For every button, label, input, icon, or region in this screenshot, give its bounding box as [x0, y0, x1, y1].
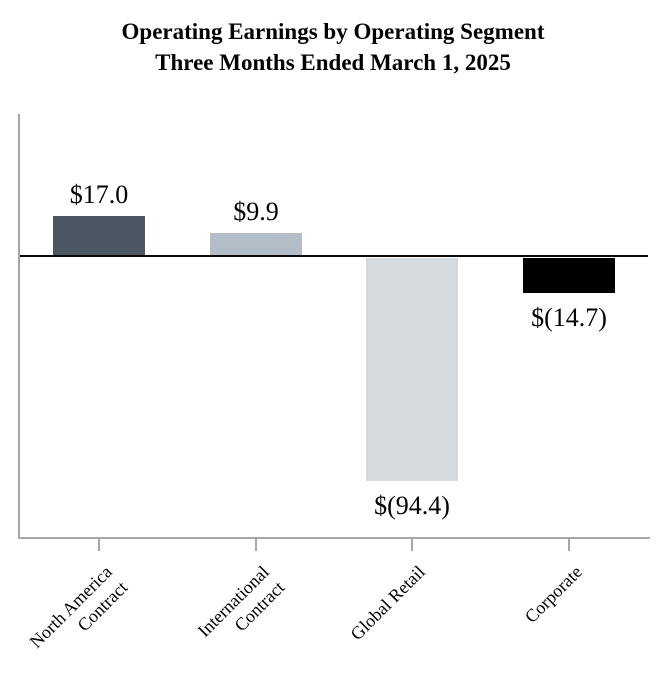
value-label-corporate: $(14.7) [531, 303, 607, 332]
category-label-corporate: Corporate [451, 561, 587, 697]
value-label-north-america-contract: $17.0 [69, 180, 129, 209]
value-label-international-contract: $9.9 [233, 197, 279, 226]
x-tick-international-contract [255, 539, 257, 551]
bar-corporate [523, 258, 615, 293]
x-tick-corporate [568, 539, 570, 551]
x-tick-north-america-contract [98, 539, 100, 551]
category-label-line: Contract [230, 577, 289, 636]
chart-title: Operating Earnings by Operating Segment [121, 19, 545, 44]
bar-global-retail [366, 258, 458, 481]
category-label-line: Global Retail [346, 561, 429, 645]
x-tick-global-retail [411, 539, 413, 551]
chart-subtitle: Three Months Ended March 1, 2025 [155, 50, 511, 75]
category-label-line: International [193, 561, 273, 641]
y-axis-line [18, 114, 20, 539]
chart-title-block: Operating Earnings by Operating Segment … [0, 16, 666, 78]
category-label-line: Corporate [520, 561, 586, 627]
value-label-global-retail: $(94.4) [374, 491, 450, 520]
bar-north-america-contract [53, 216, 145, 256]
x-axis-line [18, 537, 650, 539]
bar-international-contract [210, 233, 302, 256]
zero-baseline [20, 255, 648, 257]
category-label-north-america-contract: North America Contract [0, 561, 132, 700]
category-label-global-retail: Global Retail [294, 561, 430, 697]
category-label-international-contract: International Contract [138, 561, 289, 700]
